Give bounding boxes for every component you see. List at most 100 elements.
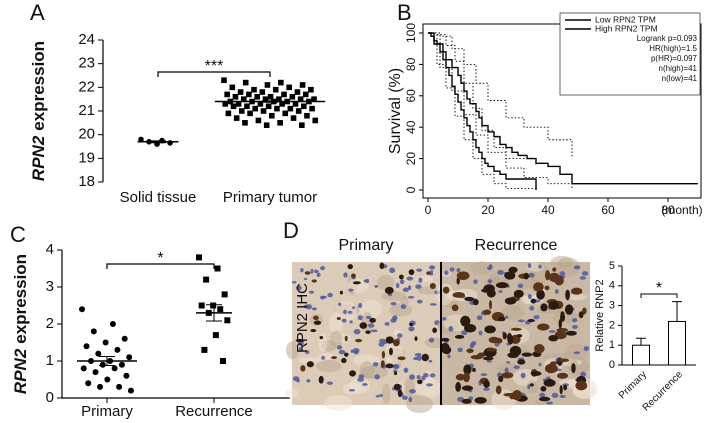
x-axis-label: (month): [661, 203, 702, 217]
tissue-texture: [415, 275, 434, 282]
point: [262, 96, 269, 102]
point: [282, 110, 289, 117]
point: [311, 96, 317, 102]
tissue-texture: [405, 394, 434, 414]
legend-label: High RPN2 TPM: [595, 23, 658, 33]
point: [300, 103, 307, 110]
stained-cell: [502, 332, 507, 340]
nucleus: [352, 306, 356, 309]
tissue-texture: [377, 274, 395, 291]
stained-cell: [488, 300, 492, 310]
nucleus: [365, 278, 370, 284]
stained-cell: [381, 351, 386, 359]
significance-label: ***: [205, 58, 224, 75]
stained-cell: [349, 370, 356, 377]
nucleus: [320, 295, 325, 300]
nucleus: [304, 350, 310, 355]
nucleus: [551, 392, 559, 399]
nucleus: [538, 264, 542, 269]
nucleus: [392, 364, 398, 368]
point: [102, 339, 109, 346]
stained-cell: [486, 348, 498, 352]
point: [99, 361, 106, 368]
point: [308, 86, 314, 93]
stained-cell: [384, 286, 394, 295]
y-axis-label: RPN2 expression: [11, 254, 30, 394]
nucleus: [409, 388, 416, 394]
nucleus: [539, 392, 546, 398]
significance-label: *: [656, 280, 662, 297]
point: [278, 79, 284, 86]
point: [255, 117, 262, 124]
nucleus: [298, 347, 303, 352]
tissue-texture: [298, 357, 325, 364]
point: [239, 108, 245, 114]
nucleus: [400, 304, 407, 310]
significance-label: *: [157, 250, 163, 267]
nucleus: [580, 371, 587, 378]
image-label: Primary: [338, 237, 393, 254]
stained-cell: [507, 352, 519, 359]
error-bar: [262, 100, 278, 103]
legend-label: Low RPN2 TPM: [595, 14, 656, 24]
stain-label: RPN2 IHC: [294, 283, 311, 353]
nucleus: [363, 279, 367, 283]
point: [90, 328, 97, 335]
y-tick-label: 21: [78, 102, 95, 119]
stained-cell: [527, 319, 536, 323]
point: [233, 115, 240, 121]
tissue-texture: [543, 353, 571, 360]
stained-cell: [549, 274, 562, 283]
x-tick-label: Primary: [617, 369, 649, 401]
stained-cell: [483, 380, 490, 388]
nucleus: [384, 322, 390, 326]
y-tick-label: 0: [404, 186, 418, 193]
tissue-texture: [384, 343, 404, 365]
point: [274, 105, 280, 112]
point: [279, 101, 285, 107]
y-tick-label: 19: [78, 149, 95, 166]
point: [97, 383, 104, 390]
point: [224, 91, 230, 98]
point: [123, 372, 130, 379]
nucleus: [409, 374, 416, 380]
stained-cell: [388, 347, 393, 356]
nucleus: [478, 330, 483, 336]
tissue-texture: [330, 330, 343, 349]
y-tick-label: 22: [78, 78, 95, 95]
nucleus: [300, 267, 304, 273]
nucleus: [408, 326, 415, 332]
nucleus: [421, 375, 426, 381]
stained-cell: [442, 286, 450, 294]
point: [299, 82, 306, 88]
y-axis-label-part: expression: [11, 254, 30, 344]
nucleus: [343, 309, 347, 315]
stained-cell: [482, 309, 492, 315]
y-axis-label-part: RPN2: [11, 348, 30, 394]
nucleus: [428, 359, 433, 363]
bar: [632, 344, 650, 366]
stained-cell: [575, 380, 588, 391]
point: [289, 94, 296, 100]
point: [304, 112, 310, 119]
error-bar: [99, 356, 115, 366]
stained-cell: [570, 287, 583, 295]
stained-cell: [399, 274, 404, 280]
tissue-texture: [566, 293, 587, 301]
nucleus: [320, 266, 325, 271]
stained-cell: [442, 346, 452, 355]
point: [286, 84, 292, 91]
significance-bracket: [640, 293, 678, 298]
tissue-texture: [526, 380, 538, 394]
point: [272, 86, 279, 93]
stained-cell: [546, 378, 554, 385]
nucleus: [413, 356, 419, 361]
nucleus: [316, 272, 321, 278]
stained-cell: [496, 337, 503, 344]
tissue-texture: [550, 255, 574, 269]
point: [244, 103, 250, 110]
y-tick-label: 3: [609, 300, 615, 312]
stained-cell: [409, 322, 414, 327]
stained-cell: [393, 383, 401, 391]
panel-letter: C: [10, 222, 26, 247]
